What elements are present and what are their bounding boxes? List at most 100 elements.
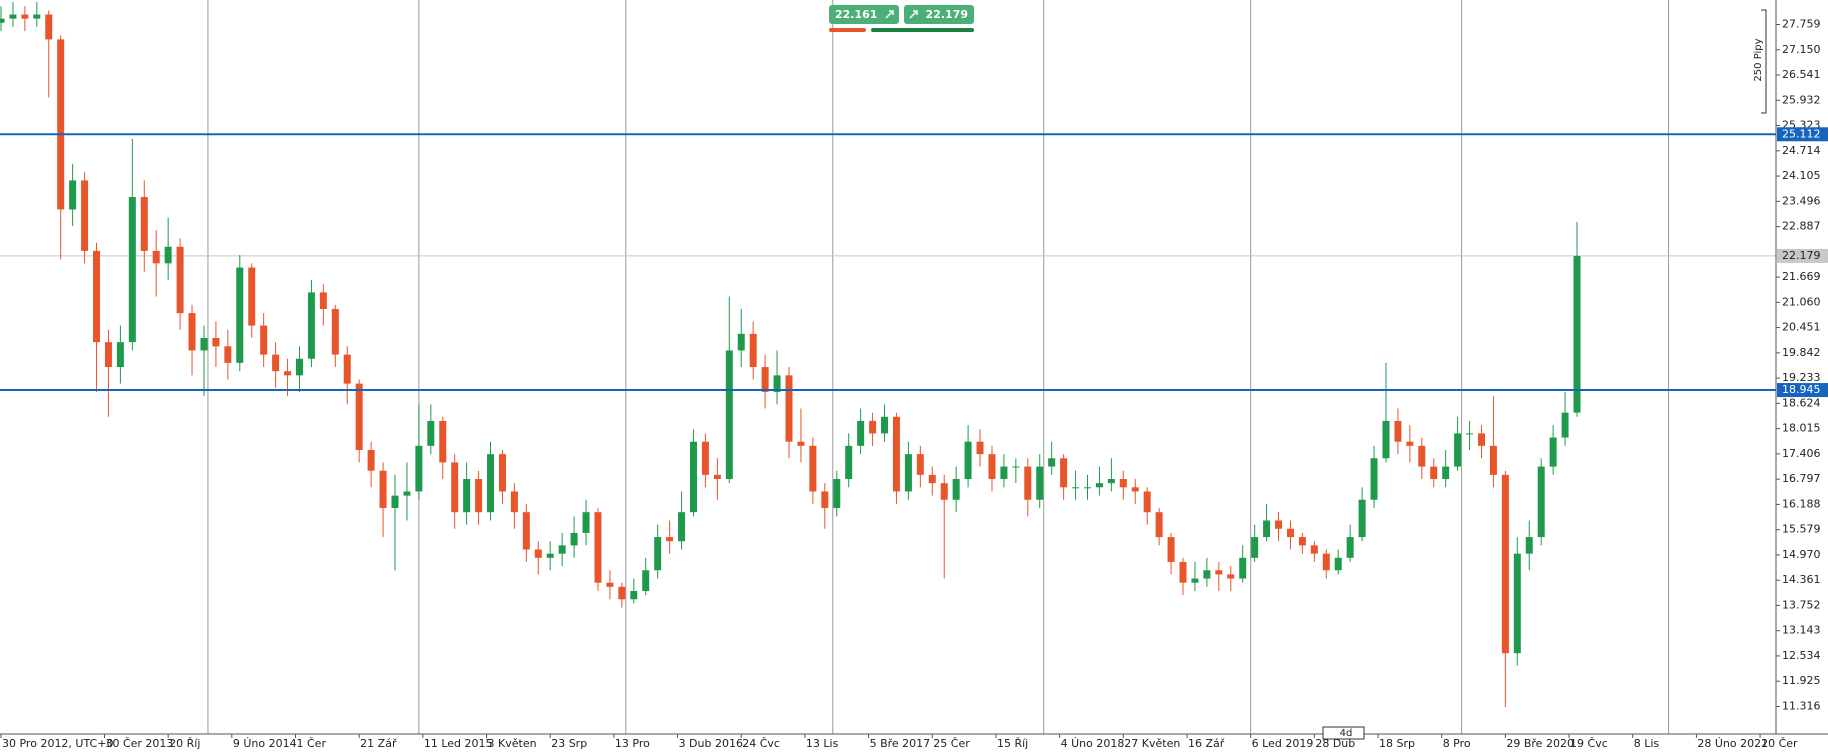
x-tick-label: 1 Čer [297, 737, 327, 750]
y-tick-label: 21.669 [1782, 270, 1821, 283]
x-tick-label: 27 Květen [1124, 737, 1180, 750]
sell-button[interactable] [829, 5, 899, 24]
y-tick-label: 14.970 [1782, 548, 1821, 561]
y-tick-label: 19.233 [1782, 371, 1821, 384]
candle-body [928, 474, 936, 484]
grid [0, 0, 1776, 734]
sell-price[interactable]: 22.161 [835, 8, 877, 21]
buy-price[interactable]: 22.179 [926, 8, 968, 21]
scale-bracket [1761, 9, 1767, 114]
y-tick-label: 26.541 [1782, 68, 1821, 81]
candle-body [678, 512, 686, 542]
price-level-label: 18.945 [1782, 383, 1821, 396]
x-tick-label: 13 Pro [615, 737, 650, 750]
candle-body [69, 180, 77, 210]
candle-body [475, 479, 483, 513]
candle-body [785, 375, 793, 442]
candle-body [9, 14, 17, 19]
candle-body [1095, 483, 1103, 488]
y-tick-label: 27.150 [1782, 43, 1821, 56]
y-tick-label: 19.842 [1782, 346, 1821, 359]
x-tick-label: 23 Srp [551, 737, 587, 750]
candle-body [415, 445, 423, 492]
candle-body [1418, 445, 1426, 467]
candle-body [642, 570, 650, 591]
candle-body [260, 325, 268, 355]
sentiment-buy-bar [871, 28, 974, 32]
candle-body [1167, 537, 1175, 562]
candle-body [761, 367, 769, 392]
candle-body [116, 342, 124, 368]
candle-body [295, 358, 303, 376]
x-tick-label: 9 Úno 2014 [233, 737, 297, 750]
current-price-label: 22.179 [1782, 249, 1821, 262]
y-tick-label: 13.752 [1782, 598, 1821, 611]
candle-body [797, 441, 805, 446]
x-tick-label: 8 Pro [1443, 737, 1471, 750]
candle-body [737, 333, 745, 351]
y-tick-label: 15.579 [1782, 523, 1821, 536]
buy-button[interactable] [904, 5, 974, 24]
candle-body [594, 512, 602, 583]
sentiment-sell-bar [829, 28, 866, 32]
candle-body [1382, 420, 1390, 459]
candle-body [104, 342, 112, 368]
timeframe-frame[interactable] [1322, 726, 1365, 740]
x-tick-label: 20 Říj [169, 737, 200, 750]
candle-body [284, 371, 292, 376]
y-tick-label: 12.534 [1782, 649, 1821, 662]
x-tick-label: 20 Čer [1761, 737, 1798, 750]
candle-body [248, 267, 256, 326]
candle-body [93, 250, 101, 343]
candle-body [1525, 537, 1533, 554]
candle-body [546, 553, 554, 558]
candle-body [427, 420, 435, 446]
candle-body [487, 454, 495, 513]
y-tick-label: 22.887 [1782, 220, 1821, 233]
candle-body [582, 512, 590, 533]
x-tick-label: 28 Úno 2021 [1697, 737, 1768, 750]
candle-body [606, 582, 614, 587]
candle-body [976, 441, 984, 455]
price-level-label: 25.112 [1782, 127, 1821, 140]
candle-body [57, 39, 65, 210]
y-tick-label: 13.143 [1782, 624, 1821, 637]
candle-body [654, 537, 662, 571]
candle-body [1000, 466, 1008, 480]
candle-body [1334, 557, 1342, 571]
candle-body [1143, 491, 1151, 513]
timeframe-label[interactable]: 4d [1340, 728, 1353, 739]
candle-body [725, 350, 733, 480]
candle-body [869, 420, 877, 434]
candles [0, 2, 1776, 708]
candle-body [463, 479, 471, 513]
x-tick-label: 25 Čer [933, 737, 970, 750]
candle-body [1024, 466, 1032, 500]
candle-body [1406, 441, 1414, 446]
candle-body [1346, 537, 1354, 558]
x-tick-label: 21 Zář [360, 737, 397, 750]
candle-body [1537, 466, 1545, 538]
y-tick-label: 24.714 [1782, 144, 1821, 157]
x-tick-label: 3 Květen [488, 737, 537, 750]
y-tick-label: 11.925 [1782, 674, 1821, 687]
candle-body [188, 313, 196, 351]
candle-body [224, 346, 232, 363]
candle-body [236, 267, 244, 363]
candle-body [1060, 458, 1068, 488]
candle-body [1442, 466, 1450, 480]
candle-body [892, 416, 900, 492]
candle-body [1048, 458, 1056, 467]
x-tick-label: 19 Čvc [1570, 737, 1608, 750]
candle-body [1501, 474, 1509, 654]
x-tick-label: 24 Čvc [742, 737, 780, 750]
candle-body [1107, 479, 1115, 484]
y-tick-label: 11.316 [1782, 699, 1821, 712]
candle-body [1310, 545, 1318, 554]
candle-body [1286, 528, 1294, 538]
candle-body [451, 462, 459, 513]
price-level-box [1777, 383, 1828, 398]
candle-body [1322, 553, 1330, 571]
